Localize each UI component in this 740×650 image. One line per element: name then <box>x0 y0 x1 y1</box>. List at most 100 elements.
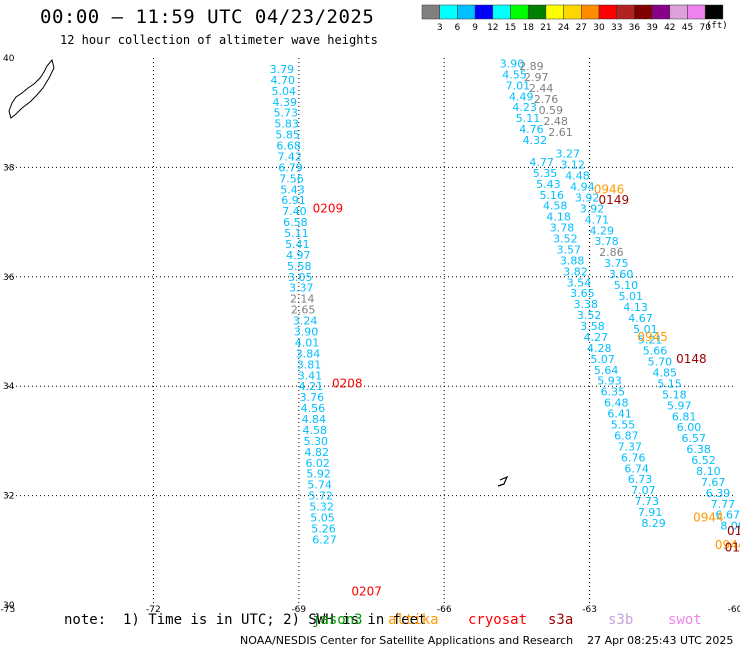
wave-height-value: 2.86 <box>599 246 624 259</box>
wave-height-value: 4.29 <box>589 224 614 237</box>
pass-time-label: 0944 <box>715 538 740 552</box>
legend-swatch <box>704 4 724 20</box>
wave-height-value: 2.97 <box>524 71 549 84</box>
wave-height-value: 3.92 <box>575 191 600 204</box>
legend-swatch <box>510 4 529 20</box>
wave-height-value: 6.38 <box>686 443 711 456</box>
pass-time-label: 0147 <box>727 524 740 538</box>
wave-height-value: 5.15 <box>657 377 682 390</box>
pass-time-label: 0946 <box>594 182 625 196</box>
wave-height-value: 5.35 <box>533 167 558 180</box>
island <box>497 475 509 487</box>
footer-credit: NOAA/NESDIS Center for Satellite Applica… <box>240 634 734 647</box>
y-tick-label: 34 <box>3 382 15 392</box>
x-tick-label: -72 <box>146 605 161 615</box>
wave-height-value: 3.37 <box>289 282 314 295</box>
satellite-s3b: s3b <box>608 612 634 628</box>
wave-height-value: 4.48 <box>565 170 590 183</box>
wave-height-value: 0.59 <box>539 104 564 117</box>
legend-label: 12 <box>487 23 498 33</box>
wave-height-value: 3.27 <box>556 148 581 161</box>
wave-height-value: 6.00 <box>677 421 702 434</box>
satellite-s3a: s3a <box>548 612 574 628</box>
wave-height-value: 5.70 <box>648 356 673 369</box>
pass-time-label: 0149 <box>599 193 630 207</box>
y-tick-label: 36 <box>3 273 15 283</box>
wave-height-value: 3.79 <box>270 63 295 76</box>
satellite-swot: swot <box>668 612 702 628</box>
wave-height-value: 3.76 <box>300 391 325 404</box>
wave-height-value: 6.73 <box>628 473 653 486</box>
pass-time-label: 0207 <box>351 584 382 598</box>
wave-height-value: 6.39 <box>706 487 731 500</box>
wave-height-value: 6.74 <box>624 462 649 475</box>
legend-swatch <box>474 4 494 20</box>
wave-height-value: 4.56 <box>301 402 326 415</box>
x-tick-label: -75 <box>1 605 16 615</box>
legend-label: 70 <box>699 23 711 33</box>
wave-height-value: 3.54 <box>567 276 592 289</box>
wave-height-value: 4.18 <box>546 211 571 224</box>
wave-height-value: 3.57 <box>557 243 582 256</box>
wave-height-value: 3.38 <box>573 298 598 311</box>
wave-height-value: 5.21 <box>638 334 663 347</box>
legend-swatch <box>598 4 617 20</box>
wave-height-value: 4.94 <box>570 181 595 194</box>
satellite-altika: altika <box>388 612 439 628</box>
wave-height-value: 5.10 <box>614 279 639 292</box>
wave-height-value: 6.52 <box>691 454 716 467</box>
legend-swatch <box>545 4 564 20</box>
wave-height-value: 4.32 <box>523 134 548 147</box>
wave-height-value: 5.11 <box>284 227 309 240</box>
wave-height-value: 8.29 <box>641 517 666 530</box>
wave-height-value: 7.67 <box>701 476 726 489</box>
wave-height-value: 3.88 <box>560 254 585 267</box>
wave-height-value: 6.79 <box>278 161 303 174</box>
wave-height-value: 4.01 <box>295 336 320 349</box>
legend-label: 33 <box>611 23 622 33</box>
pass-time-label: 0208 <box>332 376 363 390</box>
wave-height-value: 4.55 <box>502 68 527 81</box>
wave-height-value: 6.91 <box>281 194 306 207</box>
wave-height-value: 4.67 <box>628 312 653 325</box>
pass-time-label: 0209 <box>313 201 344 215</box>
wave-height-value: 5.92 <box>306 468 331 481</box>
wave-height-value: 5.83 <box>274 118 299 131</box>
wave-height-value: 4.58 <box>303 424 328 437</box>
wave-height-value: 5.43 <box>280 183 305 196</box>
wave-height-value: 7.01 <box>506 79 531 92</box>
wave-height-value: 2.61 <box>548 126 573 139</box>
wave-height-value: 6.58 <box>283 216 308 229</box>
wave-height-value: 3.60 <box>609 268 634 281</box>
legend-label: 21 <box>540 23 551 33</box>
wave-height-value: 5.85 <box>275 129 300 142</box>
coastline <box>8 58 55 119</box>
x-tick-label: -66 <box>437 605 452 615</box>
wave-height-value: 2.44 <box>529 82 554 95</box>
wave-height-value: 4.49 <box>509 90 534 103</box>
wave-height-value: 5.72 <box>308 490 333 503</box>
pass-time-label: 0944 <box>693 510 724 524</box>
legend-swatch <box>457 4 476 20</box>
wave-height-value: 4.76 <box>519 123 544 136</box>
wave-height-value: 8.06 <box>720 520 740 533</box>
wave-height-value: 2.76 <box>534 93 559 106</box>
legend-label: 42 <box>664 23 675 33</box>
legend-swatch <box>421 4 440 20</box>
legend-swatch <box>687 4 706 20</box>
wave-height-value: 4.27 <box>584 331 609 344</box>
wave-height-value: 5.26 <box>311 522 336 535</box>
legend-swatch <box>634 4 653 20</box>
wave-height-value: 6.41 <box>607 408 632 421</box>
wave-height-value: 5.41 <box>285 238 310 251</box>
wave-height-value: 3.84 <box>296 347 321 360</box>
y-tick-label: 30 <box>3 601 15 611</box>
wave-height-value: 5.11 <box>516 112 541 125</box>
wave-height-value: 5.16 <box>540 189 565 202</box>
wave-height-value: 4.71 <box>585 213 610 226</box>
x-tick-label: -60 <box>728 605 740 615</box>
wave-height-value: 3.78 <box>550 222 575 235</box>
legend-label: 30 <box>593 23 605 33</box>
wave-height-value: 4.28 <box>587 342 612 355</box>
wave-height-value: 5.43 <box>536 178 561 191</box>
